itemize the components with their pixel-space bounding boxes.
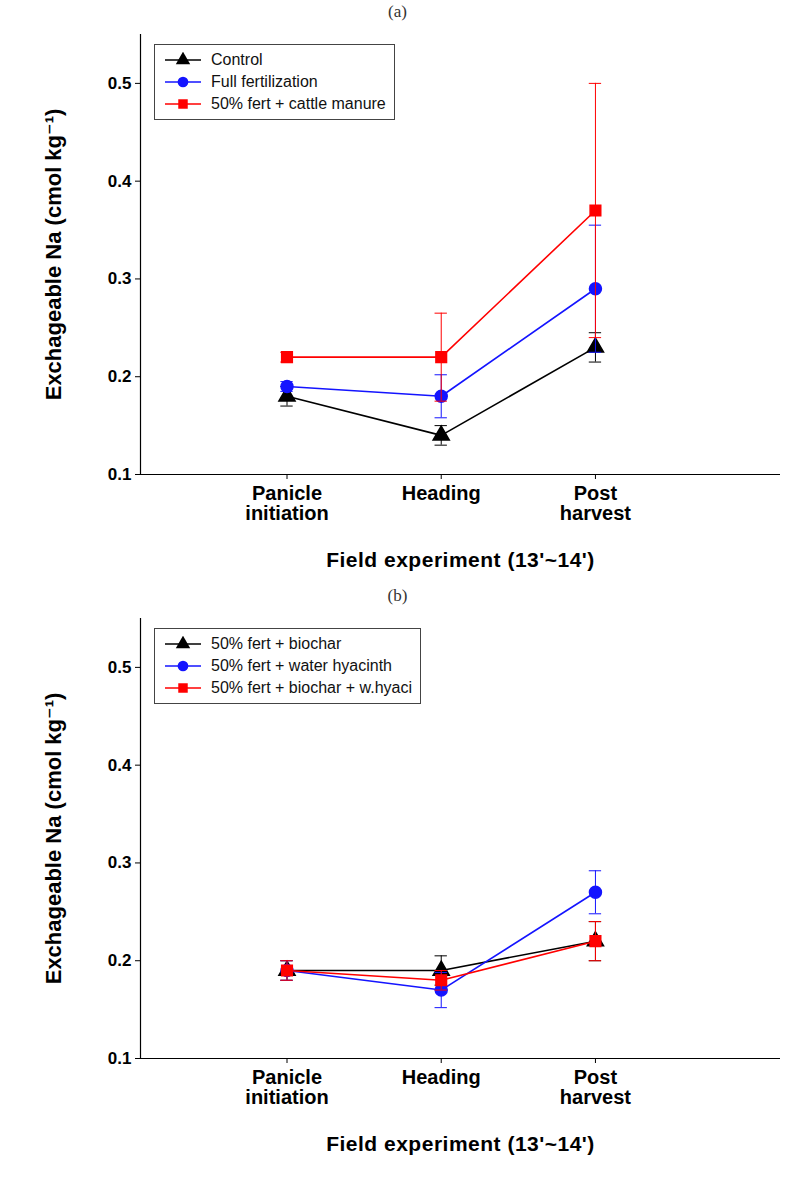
svg-text:0.3: 0.3 [108, 853, 132, 872]
html-text:50% fert + cattle manure: 50% fert + cattle manure [211, 95, 386, 112]
html-text:50% fert + biochar + w.hyaci: 50% fert + biochar + w.hyaci [211, 679, 412, 696]
svg-text:0.1: 0.1 [108, 465, 132, 484]
svg-text:0.2: 0.2 [108, 951, 132, 970]
svg-text:Postharvest: Postharvest [560, 482, 631, 524]
svg-text:0.5: 0.5 [108, 658, 132, 677]
svg-text:0.2: 0.2 [108, 367, 132, 386]
svg-text:0.4: 0.4 [108, 756, 132, 775]
svg-text:0.1: 0.1 [108, 1049, 132, 1068]
svg-text:0.5: 0.5 [108, 74, 132, 93]
html-text:Full fertilization: Full fertilization [211, 73, 318, 90]
svg-text:Panicleinitiation: Panicleinitiation [245, 482, 328, 524]
svg-text:0.4: 0.4 [108, 172, 132, 191]
html-text:Control: Control [211, 51, 263, 68]
svg-text:Exchageable Na (cmol kg⁻¹): Exchageable Na (cmol kg⁻¹) [41, 109, 66, 401]
svg-text:Heading: Heading [402, 482, 481, 504]
svg-text:Field experiment (13'~14'): Field experiment (13'~14') [326, 548, 595, 571]
html-text:(a): (a) [388, 2, 407, 21]
svg-text:Heading: Heading [402, 1066, 481, 1088]
svg-text:0.3: 0.3 [108, 269, 132, 288]
svg-text:Exchageable Na (cmol kg⁻¹): Exchageable Na (cmol kg⁻¹) [41, 693, 66, 985]
svg-text:Postharvest: Postharvest [560, 1066, 631, 1108]
svg-text:Panicleinitiation: Panicleinitiation [245, 1066, 328, 1108]
html-text:50% fert + water hyacinth: 50% fert + water hyacinth [211, 657, 392, 674]
html-text:(b): (b) [387, 586, 408, 605]
svg-text:Field experiment (13'~14'): Field experiment (13'~14') [326, 1132, 595, 1155]
html-text:50% fert + biochar: 50% fert + biochar [211, 635, 342, 652]
